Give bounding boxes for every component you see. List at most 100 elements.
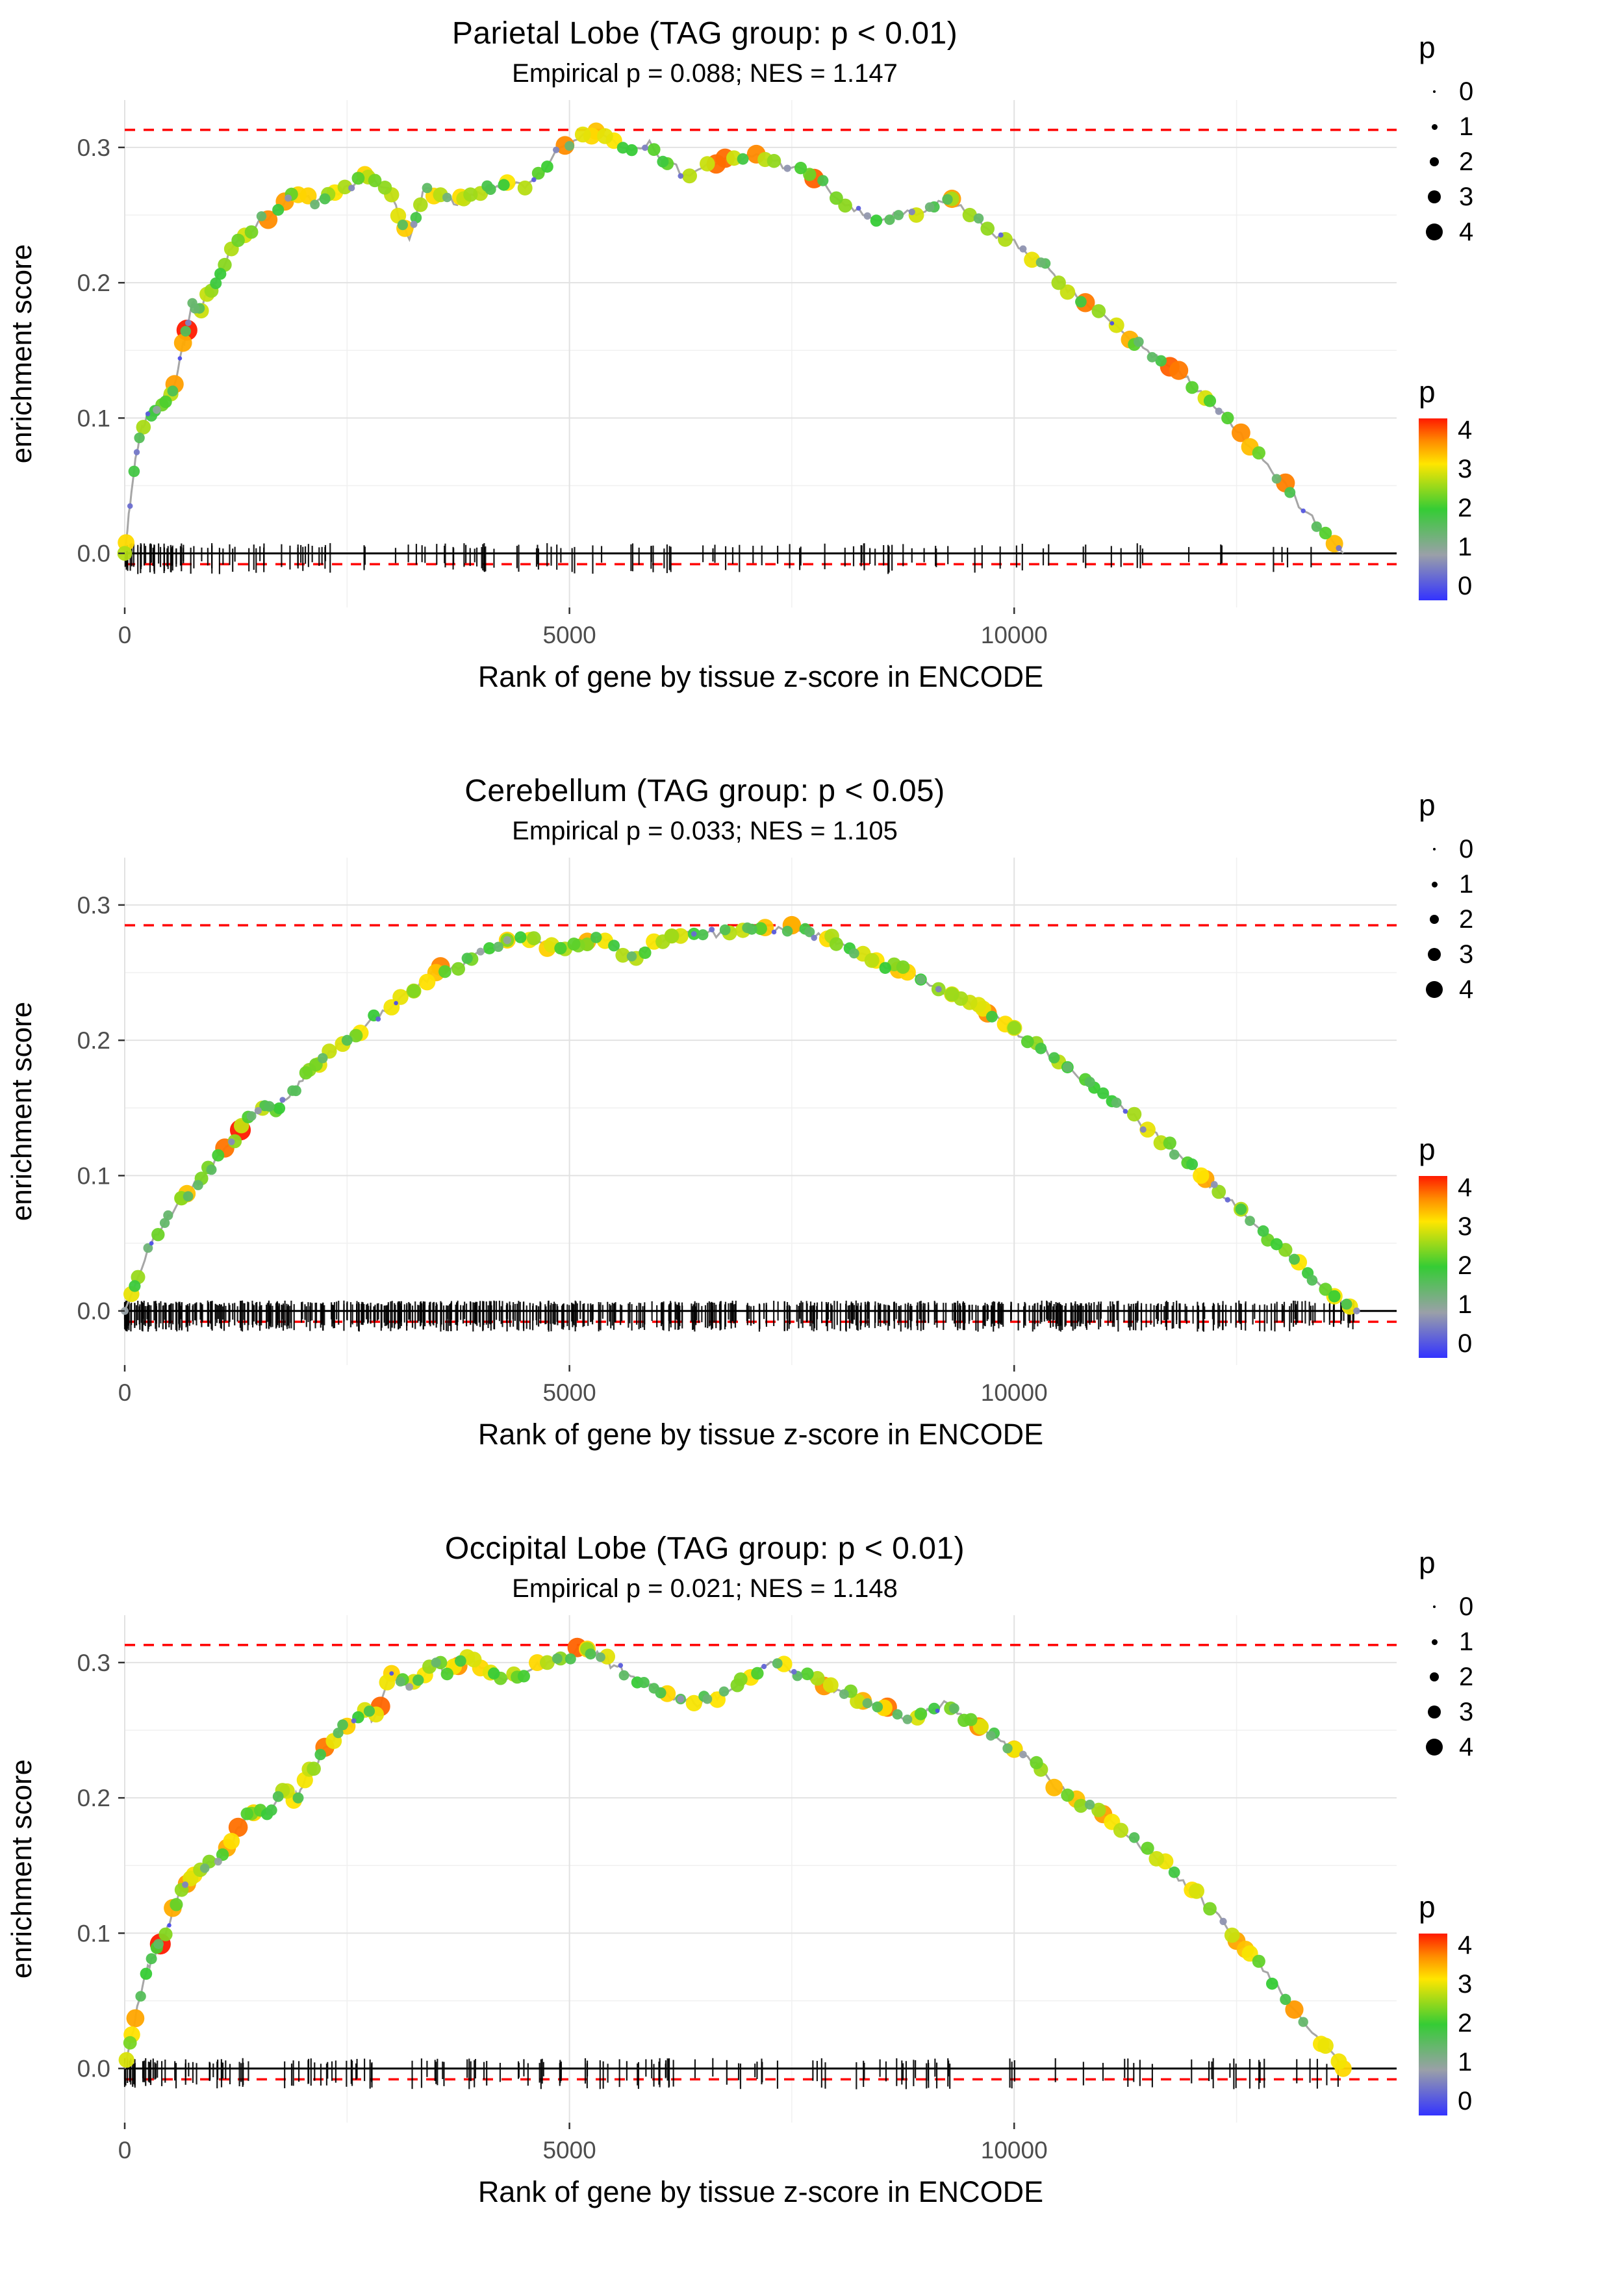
size-legend-item: 4	[1419, 972, 1473, 1007]
gene-point	[151, 1228, 165, 1242]
gene-point	[410, 220, 418, 228]
gene-point	[1188, 1883, 1204, 1899]
gene-point	[1030, 1756, 1043, 1770]
gene-point	[1193, 1167, 1210, 1184]
gene-point	[1300, 508, 1306, 513]
gene-point	[1317, 2038, 1334, 2054]
gene-point	[1002, 1743, 1013, 1754]
gene-point	[648, 1683, 659, 1694]
gene-point	[597, 128, 613, 144]
gene-point	[1257, 1225, 1269, 1237]
gene-point	[184, 319, 192, 326]
gene-point	[830, 191, 843, 205]
gene-point	[848, 948, 859, 959]
gene-point	[733, 1672, 748, 1687]
gene-point	[431, 1657, 441, 1668]
gene-point	[319, 193, 331, 205]
size-dot-box	[1419, 1739, 1450, 1756]
gene-point	[1224, 1927, 1240, 1943]
gene-point	[1215, 407, 1223, 415]
gene-point	[1186, 1158, 1199, 1170]
size-legend-item: 0	[1419, 1589, 1473, 1624]
colorbar-label: 4	[1458, 1931, 1473, 1960]
y-tick-label: 0.2	[77, 270, 110, 296]
x-axis-label: Rank of gene by tissue z-score in ENCODE	[478, 660, 1043, 693]
gene-point	[126, 2009, 145, 2028]
size-legend-item: 2	[1419, 1659, 1473, 1694]
gene-point	[223, 1833, 240, 1850]
gene-point	[596, 1652, 605, 1662]
gene-point	[466, 1652, 482, 1668]
y-tick-label: 0.3	[77, 1650, 110, 1676]
gene-point	[817, 175, 829, 186]
panel-parietal-lobe: Parietal Lobe (TAG group: p < 0.01) Empi…	[0, 0, 1624, 758]
size-dot-1-icon	[1431, 123, 1438, 130]
gene-point	[199, 1863, 210, 1873]
gene-point	[1235, 1203, 1247, 1215]
size-dot-1-icon	[1431, 1639, 1438, 1645]
gene-point	[700, 156, 715, 172]
gene-point	[751, 1667, 764, 1680]
gene-point	[892, 1709, 903, 1720]
gene-point	[697, 929, 709, 941]
size-dot-box	[1419, 1672, 1450, 1681]
gene-point	[1045, 1778, 1063, 1796]
size-dot-4-icon	[1426, 1739, 1443, 1756]
x-tick-label: 0	[118, 1379, 132, 1406]
colorbar-gradient	[1419, 1934, 1447, 2115]
gene-point	[767, 153, 781, 168]
enrichment-plot-parietal: 0.0 0.1 0.2 0.3 0 5000 10000 enrichment score Ra…	[6, 100, 1397, 693]
legend-column: p 0 1 2 3 4 p 4 3 2 1 0	[1410, 5, 1618, 758]
x-tick-label: 10000	[981, 622, 1048, 648]
gene-point	[1085, 1800, 1095, 1810]
gene-point	[702, 1694, 713, 1704]
gene-point	[418, 973, 436, 991]
gene-point	[862, 1698, 873, 1709]
size-legend-item: 1	[1419, 867, 1473, 902]
gene-point	[231, 233, 245, 248]
size-legend-item: 0	[1419, 74, 1473, 109]
y-tick-label: 0.0	[77, 2056, 110, 2082]
x-tick-label: 0	[118, 2137, 132, 2164]
size-dot-box	[1419, 1605, 1450, 1608]
gene-point	[1289, 1253, 1300, 1265]
colorbar-row: 4 3 2 1 0	[1419, 1931, 1473, 2115]
gene-point	[791, 1668, 797, 1675]
color-legend-title: p	[1419, 1132, 1436, 1166]
gene-point	[451, 962, 465, 976]
gene-point	[214, 1858, 222, 1866]
gene-point	[794, 162, 807, 175]
point-color-legend: p 4 3 2 1 0	[1419, 374, 1472, 600]
size-dot-2-icon	[1430, 157, 1439, 166]
point-size-legend: p 0 1 2 3 4	[1419, 787, 1473, 1007]
gene-point	[133, 449, 140, 455]
y-tick-label: 0.2	[77, 1785, 110, 1811]
gene-point	[413, 197, 428, 212]
gene-point	[1168, 1866, 1180, 1878]
gene-point	[145, 411, 151, 416]
size-legend-label: 4	[1459, 1732, 1474, 1761]
gene-point	[879, 962, 891, 974]
gene-point	[228, 1138, 235, 1145]
size-dot-box	[1419, 1706, 1450, 1718]
gene-point	[553, 146, 560, 153]
plot-column: Occipital Lobe (TAG group: p < 0.01) Emp…	[0, 1520, 1410, 2273]
gene-point	[153, 405, 161, 414]
gene-point	[908, 209, 915, 216]
gene-point	[811, 934, 817, 941]
y-tick-label: 0.1	[77, 1920, 110, 1947]
gene-point	[153, 1939, 164, 1949]
gene-point	[1007, 1021, 1021, 1035]
gene-point	[1203, 1902, 1217, 1916]
gene-point	[964, 1713, 978, 1726]
size-legend-item: 2	[1419, 902, 1473, 937]
size-legend-item: 0	[1419, 832, 1473, 867]
gene-point	[1035, 1042, 1047, 1054]
panel-cerebellum: Cerebellum (TAG group: p < 0.05) Empiric…	[0, 758, 1624, 1515]
gene-point	[856, 205, 861, 211]
gene-point	[246, 1111, 257, 1121]
gene-point	[488, 1667, 500, 1680]
gene-point	[829, 937, 843, 951]
gene-point	[1061, 1788, 1074, 1802]
gene-point	[177, 356, 183, 361]
